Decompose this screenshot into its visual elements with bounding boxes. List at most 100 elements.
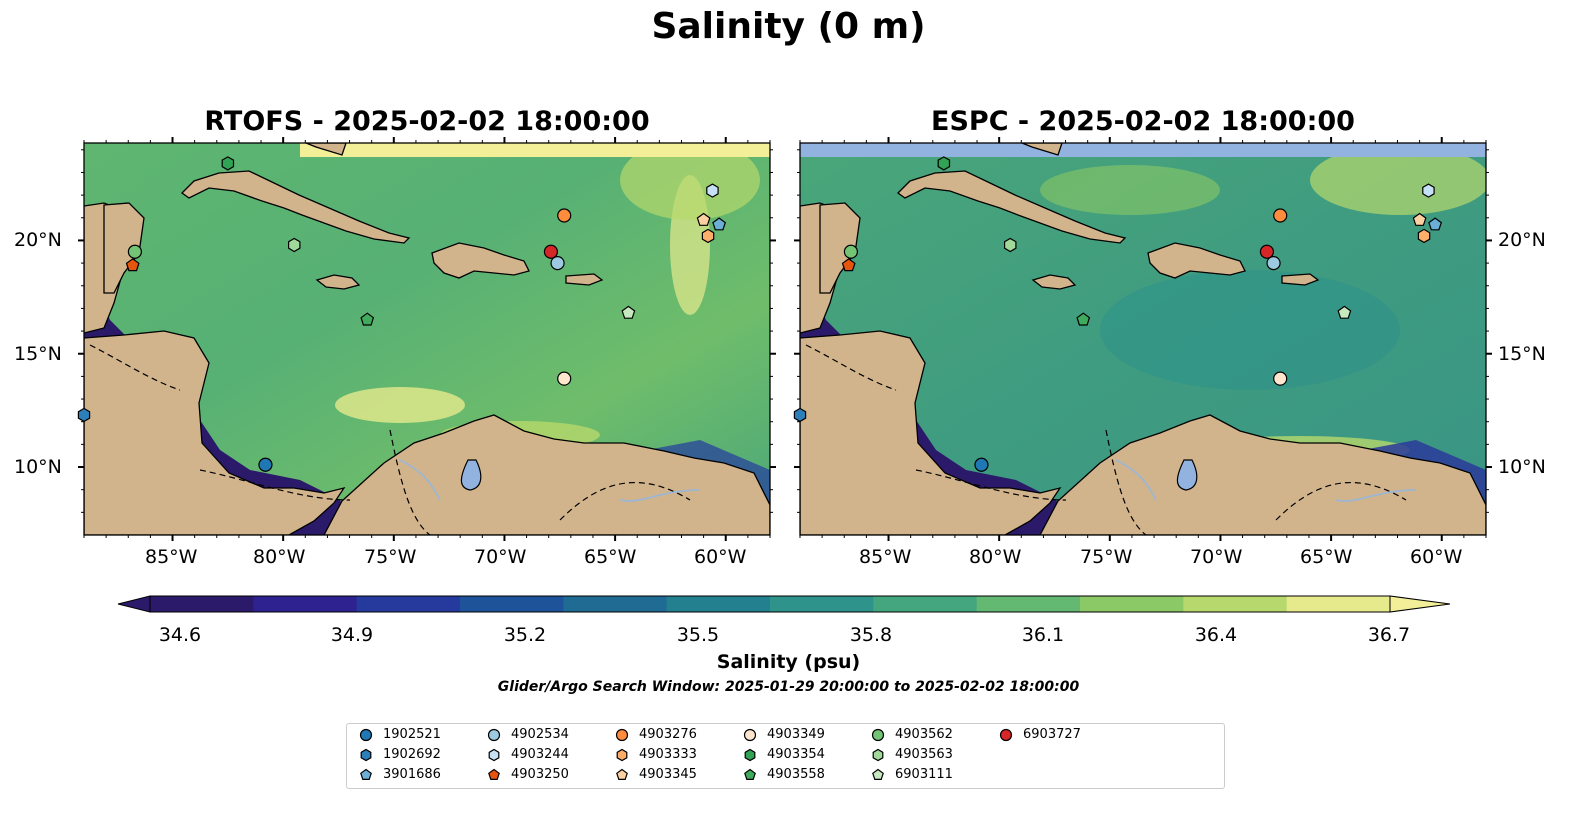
rtofs-float-4903333-marker: [701, 228, 715, 244]
rtofs-float-4903563-marker: [288, 237, 301, 253]
search-window-note: Glider/Argo Search Window: 2025-01-29 20…: [497, 679, 1080, 695]
colorbar-tick-35-8: 35.8: [849, 624, 893, 646]
legend-label: 1902692: [383, 747, 441, 762]
colorbar-segment: [356, 596, 461, 612]
figure-title: Salinity (0 m): [651, 6, 926, 47]
lat-label-right-15n: 15°N: [1498, 343, 1546, 365]
colorbar-segment: [873, 596, 978, 612]
espc-float-4903250-marker: [841, 258, 856, 272]
legend-item-4903333: 4903333: [615, 747, 697, 762]
legend-marker-4903558: [744, 768, 756, 780]
legend-label: 4903333: [639, 747, 697, 762]
legend-marker-3901686: [360, 768, 372, 780]
legend-marker-4903354: [744, 748, 756, 761]
rtofs-float-4903562-marker: [127, 244, 142, 259]
rtofs-float-1902521-marker: [258, 457, 273, 472]
rtofs-float-4903345-marker: [696, 212, 711, 226]
legend-marker-4903276: [615, 728, 629, 741]
colorbar-tick-34-6: 34.6: [158, 624, 202, 646]
legend-label: 4903244: [511, 747, 569, 762]
colorbar-tick-35-5: 35.5: [676, 624, 720, 646]
espc-float-4903333-marker: [1417, 228, 1431, 244]
legend-marker-4903349: [743, 728, 757, 741]
hexagon-marker-icon: [872, 748, 884, 761]
legend-marker-4903562: [871, 728, 885, 741]
colorbar-segment: [976, 596, 1081, 612]
pentagon-marker-icon: [360, 768, 372, 780]
circle-marker-icon: [871, 728, 885, 741]
colorbar-tick-35-2: 35.2: [503, 624, 547, 646]
pentagon-marker-icon: [872, 768, 884, 780]
legend-marker-4903563: [872, 748, 884, 761]
legend-label: 4903345: [639, 767, 697, 782]
colorbar-segment: [1286, 596, 1391, 612]
espc-map: [800, 143, 1486, 535]
espc-float-4903558-marker: [1076, 312, 1091, 326]
rtofs-panel-title: RTOFS - 2025-02-02 18:00:00: [204, 106, 650, 137]
lat-label-left-10n: 10°N: [14, 456, 62, 478]
rtofs-float-6903727-marker: [543, 244, 559, 259]
legend-marker-4903345: [616, 768, 628, 780]
hexagon-marker-icon: [488, 748, 500, 761]
rtofs-float-4903349-marker: [557, 371, 572, 386]
legend-marker-4902534: [487, 728, 501, 741]
circle-marker-icon: [487, 728, 501, 741]
rtofs-float-4902534-marker: [550, 255, 565, 271]
lon-label-rtofs-85w: 85°W: [145, 546, 198, 568]
legend-label: 4903563: [895, 747, 953, 762]
espc-float-4903276-marker: [1273, 208, 1288, 223]
legend-label: 6903111: [895, 767, 953, 782]
lon-label-rtofs-70w: 70°W: [474, 546, 527, 568]
legend-label: 4902534: [511, 727, 569, 742]
legend-label: 4903276: [639, 727, 697, 742]
colorbar-tick-34-9: 34.9: [330, 624, 374, 646]
legend-marker-4903333: [616, 748, 628, 761]
hexagon-marker-icon: [616, 748, 628, 761]
legend-item-6903727: 6903727: [999, 727, 1081, 742]
legend-label: 4903562: [895, 727, 953, 742]
legend-item-4903558: 4903558: [743, 767, 825, 782]
rtofs-float-4903354-marker: [221, 156, 235, 171]
espc-float-4903349-marker: [1273, 371, 1288, 386]
legend-item-4903354: 4903354: [743, 747, 825, 762]
legend-item-4903562: 4903562: [871, 727, 953, 742]
legend-item-1902692: 1902692: [359, 747, 441, 762]
lon-label-rtofs-60w: 60°W: [694, 546, 747, 568]
legend: 1902521 1902692 3901686 4902534 4903244 49032…: [346, 723, 1225, 789]
espc-float-6903111-marker: [1337, 305, 1352, 319]
lon-label-espc-70w: 70°W: [1190, 546, 1243, 568]
espc-float-1902521-marker: [974, 457, 989, 472]
rtofs-map: [84, 143, 770, 535]
espc-float-1902692-marker: [793, 407, 807, 423]
rtofs-float-4903276-marker: [557, 208, 572, 223]
pentagon-marker-icon: [616, 768, 628, 780]
rtofs-float-4903250-marker: [125, 258, 140, 272]
espc-float-4902534-marker: [1266, 255, 1281, 271]
lon-label-espc-75w: 75°W: [1080, 546, 1133, 568]
hexagon-marker-icon: [744, 748, 756, 761]
lon-label-rtofs-75w: 75°W: [364, 546, 417, 568]
legend-label: 1902521: [383, 727, 441, 742]
legend-item-1902521: 1902521: [359, 727, 441, 742]
legend-item-4903345: 4903345: [615, 767, 697, 782]
colorbar-segment: [253, 596, 358, 612]
rtofs-float-6903111-marker: [621, 305, 636, 319]
pentagon-marker-icon: [744, 768, 756, 780]
colorbar: [117, 595, 1451, 613]
legend-item-4903349: 4903349: [743, 727, 825, 742]
legend-marker-6903111: [872, 768, 884, 780]
colorbar-tick-36-1: 36.1: [1021, 624, 1065, 646]
legend-marker-4903250: [488, 768, 500, 780]
lat-label-left-15n: 15°N: [14, 343, 62, 365]
colorbar-segment: [150, 596, 254, 612]
espc-float-4903244-marker: [1422, 183, 1435, 198]
espc-float-3901686-marker: [1428, 217, 1443, 231]
legend-item-4903563: 4903563: [871, 747, 953, 762]
legend-marker-4903244: [488, 748, 500, 761]
lat-label-right-20n: 20°N: [1498, 229, 1546, 251]
rtofs-float-4903244-marker: [706, 183, 719, 198]
colorbar-segment: [460, 596, 564, 612]
espc-float-6903727-marker: [1259, 244, 1275, 259]
colorbar-tick-36-4: 36.4: [1194, 624, 1238, 646]
legend-item-4902534: 4902534: [487, 727, 569, 742]
